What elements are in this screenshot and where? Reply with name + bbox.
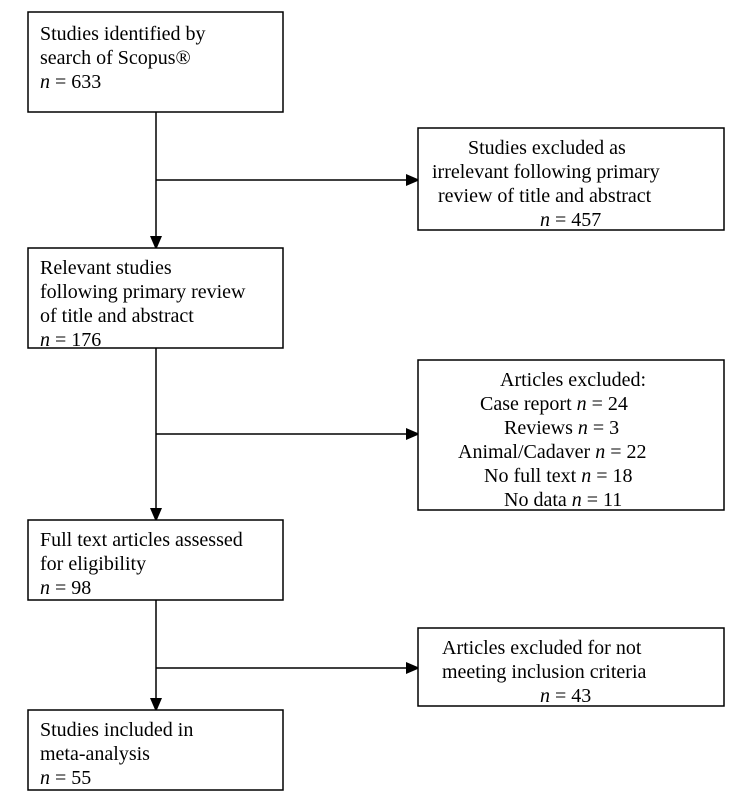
node-included-count: n = 55 — [40, 767, 91, 789]
node-excluded-irrelevant-line2: irrelevant following primary — [432, 161, 660, 183]
node-excluded-criteria-count: n = 43 — [540, 685, 591, 707]
node-excluded-articles-casereport: Case report n = 24 — [480, 393, 628, 415]
node-excluded-articles-nodata: No data n = 11 — [504, 489, 622, 511]
node-fulltext-line2: for eligibility — [40, 553, 146, 575]
node-excluded-irrelevant-line3: review of title and abstract — [438, 185, 652, 207]
node-fulltext-line1: Full text articles assessed — [40, 529, 243, 551]
node-excluded-articles-nofulltext: No full text n = 18 — [484, 465, 633, 487]
node-excluded-articles-reviews: Reviews n = 3 — [504, 417, 619, 439]
prisma-flowchart: Studies identified by search of Scopus® … — [0, 0, 750, 800]
node-excluded-articles-animal: Animal/Cadaver n = 22 — [458, 441, 646, 463]
node-identified-line1: Studies identified by — [40, 23, 206, 45]
node-identified-line2: search of Scopus® — [40, 47, 191, 69]
node-included-line2: meta-analysis — [40, 743, 150, 765]
node-excluded-articles-title: Articles excluded: — [500, 369, 646, 391]
node-fulltext-count: n = 98 — [40, 577, 91, 599]
node-excluded-irrelevant-line1: Studies excluded as — [468, 137, 626, 159]
node-excluded-criteria-line2: meeting inclusion criteria — [442, 661, 646, 683]
node-excluded-irrelevant-count: n = 457 — [540, 209, 601, 231]
node-included-line1: Studies included in — [40, 719, 193, 741]
node-relevant-line1: Relevant studies — [40, 257, 172, 279]
node-excluded-criteria-line1: Articles excluded for not — [442, 637, 642, 659]
node-relevant-count: n = 176 — [40, 329, 101, 351]
node-relevant-line2: following primary review — [40, 281, 246, 303]
node-relevant-line3: of title and abstract — [40, 305, 194, 327]
node-identified-count: n = 633 — [40, 71, 101, 93]
